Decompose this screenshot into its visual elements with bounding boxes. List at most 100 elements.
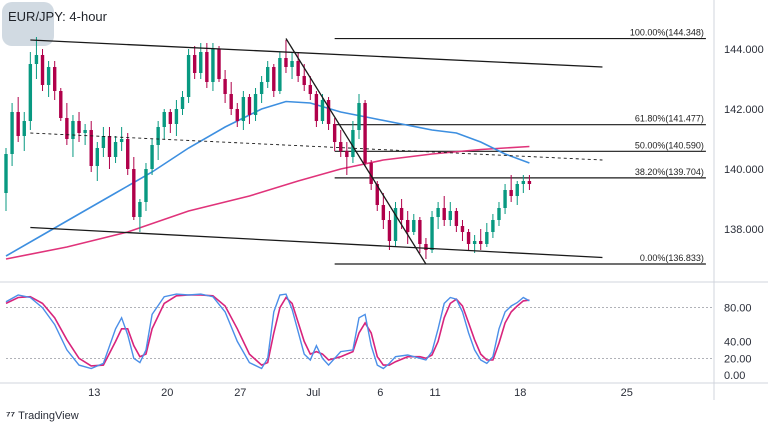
candle-body	[71, 121, 75, 139]
candle-body	[418, 220, 422, 244]
candle-body	[241, 97, 246, 121]
trendline	[285, 38, 427, 265]
candle-body	[278, 58, 282, 91]
candle-body	[284, 58, 288, 67]
candle-body	[509, 190, 513, 196]
candle-body	[266, 67, 270, 82]
candle-body	[205, 52, 209, 82]
candle-body	[326, 100, 331, 124]
time-tick-label: 13	[88, 387, 100, 399]
candle-body	[199, 52, 203, 73]
candle-body	[235, 109, 239, 121]
candle-body	[59, 91, 63, 118]
candle-body	[491, 220, 495, 232]
candle-body	[405, 220, 410, 232]
candle-body	[223, 79, 227, 94]
candle-body	[156, 127, 160, 145]
time-tick-label: 20	[161, 387, 173, 399]
candle-body	[345, 151, 349, 157]
candle-body	[515, 184, 519, 196]
candle-body	[442, 208, 446, 220]
time-tick-label: Jul	[306, 387, 320, 399]
price-tick-label: 138.000	[724, 224, 764, 236]
fib-level-label: 38.20%(139.704)	[635, 167, 704, 177]
candle-body	[83, 130, 87, 133]
trendline	[30, 39, 603, 68]
candle-body	[10, 112, 14, 154]
candle-body	[162, 112, 166, 127]
ma-magenta-line	[5, 145, 530, 260]
candle-body	[479, 241, 483, 244]
candle-body	[101, 136, 106, 148]
candle-body	[339, 142, 343, 151]
candle-body	[34, 55, 39, 64]
candle-body	[119, 139, 124, 142]
stoch-k-line	[5, 293, 530, 370]
candle-body	[144, 169, 148, 202]
candle-body	[138, 202, 142, 217]
fib-level-label: 100.00%(144.348)	[630, 28, 704, 38]
moving-averages	[5, 100, 530, 260]
candle-body	[412, 220, 416, 232]
fib-level-label: 50.00%(140.590)	[635, 140, 704, 150]
candle-body	[211, 49, 215, 82]
grid	[0, 0, 768, 400]
candle-body	[16, 112, 20, 136]
fib-level-label: 0.00%(136.833)	[640, 253, 704, 263]
ma-blue-line	[5, 100, 530, 257]
candle-body	[65, 118, 69, 139]
candle-body	[527, 181, 532, 184]
time-tick-label: 27	[234, 387, 246, 399]
candle-body	[52, 67, 57, 91]
candle-body	[375, 184, 379, 205]
candle-body	[22, 121, 26, 136]
tradingview-watermark: ⁷⁷ TradingView	[6, 410, 79, 422]
price-tick-label: 142.000	[724, 104, 764, 116]
candle-body	[357, 103, 361, 130]
candle-body	[302, 76, 306, 85]
candle-body	[399, 208, 404, 220]
time-tick-label: 11	[429, 387, 440, 399]
candle-body	[126, 139, 130, 169]
candle-body	[332, 124, 337, 142]
candle-body	[472, 241, 477, 244]
stoch-tick-label: 80.00	[724, 303, 752, 315]
candle-body	[503, 190, 507, 208]
candle-body	[95, 148, 99, 166]
candle-body	[381, 205, 386, 220]
stochastic-panel	[5, 293, 530, 370]
candle-body	[174, 109, 179, 124]
candle-body	[77, 121, 81, 133]
candle-body	[89, 130, 93, 166]
candles	[4, 37, 532, 259]
candle-body	[485, 232, 489, 244]
candle-body	[424, 244, 428, 250]
candle-body	[28, 64, 33, 121]
candle-body	[180, 97, 185, 109]
candle-body	[272, 67, 276, 91]
logo-badge	[2, 2, 54, 46]
fibonacci-levels: 100.00%(144.348) 61.80%(141.477) 50.00%(14…	[334, 28, 706, 265]
candle-body	[186, 55, 191, 97]
candle-body	[132, 169, 136, 217]
candle-body	[4, 154, 8, 193]
candle-body	[259, 82, 264, 94]
candle-body	[308, 85, 313, 94]
candle-body	[46, 67, 51, 85]
candle-body	[40, 55, 45, 85]
candle-body	[448, 211, 452, 220]
price-tick-label: 144.000	[724, 44, 764, 56]
candle-body	[369, 163, 373, 184]
candle-body	[314, 94, 319, 121]
price-tick-label: 140.000	[724, 164, 764, 176]
time-tick-label: 25	[621, 387, 633, 399]
tradingview-logo-icon: ⁷⁷	[6, 410, 19, 422]
candle-body	[150, 145, 154, 169]
candle-body	[387, 220, 392, 241]
candle-body	[229, 94, 233, 109]
candle-body	[430, 217, 434, 250]
stoch-tick-label: 0.00	[724, 370, 745, 382]
candle-body	[436, 208, 440, 217]
trendline	[30, 226, 603, 259]
